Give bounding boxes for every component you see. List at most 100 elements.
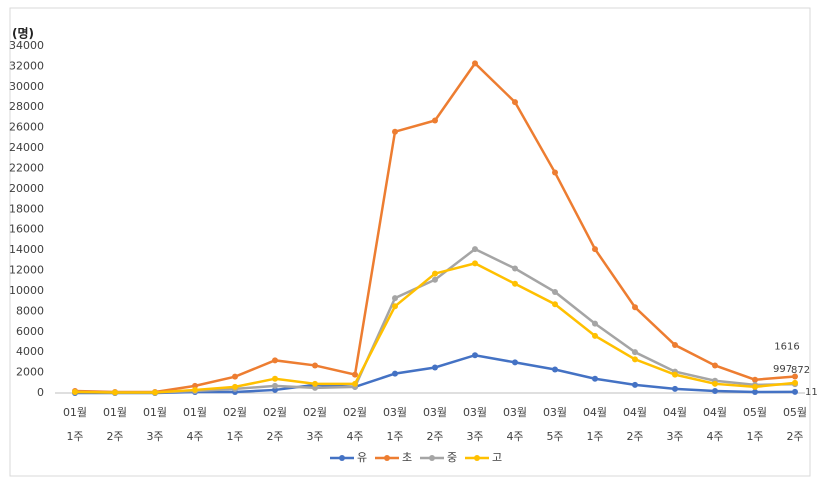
legend-marker <box>339 455 345 461</box>
point-marker <box>672 342 678 349</box>
point-marker <box>552 366 558 373</box>
point-marker <box>672 371 678 378</box>
data-label: 1616 <box>774 342 799 353</box>
point-marker <box>272 357 278 364</box>
point-marker <box>272 382 278 389</box>
point-marker <box>392 370 398 377</box>
x-tick-label: 2주 <box>626 430 643 443</box>
point-marker <box>592 246 598 253</box>
point-marker <box>232 373 238 380</box>
point-marker <box>632 356 638 363</box>
point-marker <box>432 270 438 277</box>
point-marker <box>432 276 438 283</box>
point-marker <box>472 260 478 267</box>
x-tick-label: 02월 <box>263 406 287 419</box>
x-tick-label: 2주 <box>786 430 803 443</box>
x-tick-label: 1주 <box>66 430 83 443</box>
x-tick-label: 2주 <box>426 430 443 443</box>
point-marker <box>312 380 318 387</box>
y-tick-label: 8000 <box>16 304 44 317</box>
x-tick-label: 04월 <box>703 406 727 419</box>
point-marker <box>152 389 158 396</box>
y-tick-label: 26000 <box>9 121 44 134</box>
x-tick-label: 03월 <box>543 406 567 419</box>
x-tick-label: 05월 <box>743 406 767 419</box>
legend-label: 초 <box>402 451 412 464</box>
x-tick-label: 3주 <box>306 430 323 443</box>
point-marker <box>512 359 518 366</box>
point-marker <box>592 320 598 327</box>
x-tick-label: 4주 <box>506 430 523 443</box>
point-marker <box>632 304 638 311</box>
point-marker <box>72 388 78 395</box>
x-tick-label: 03월 <box>503 406 527 419</box>
x-tick-label: 03월 <box>383 406 407 419</box>
x-tick-label: 4주 <box>706 430 723 443</box>
y-tick-label: 24000 <box>9 141 44 154</box>
point-marker <box>232 383 238 390</box>
data-label: 997 <box>773 364 792 375</box>
point-marker <box>752 388 758 395</box>
x-tick-label: 2주 <box>106 430 123 443</box>
point-marker <box>472 352 478 359</box>
point-marker <box>792 379 798 386</box>
y-tick-label: 18000 <box>9 202 44 215</box>
y-axis-label: (명) <box>12 27 34 41</box>
point-marker <box>432 364 438 371</box>
x-tick-label: 01월 <box>103 406 127 419</box>
x-tick-label: 03월 <box>423 406 447 419</box>
point-marker <box>712 387 718 394</box>
y-tick-label: 0 <box>37 386 44 399</box>
legend-marker <box>474 455 480 461</box>
y-tick-label: 20000 <box>9 182 44 195</box>
point-marker <box>352 380 358 387</box>
x-tick-label: 4주 <box>186 430 203 443</box>
legend-label: 고 <box>492 451 502 464</box>
point-marker <box>432 117 438 124</box>
x-tick-label: 01월 <box>63 406 87 419</box>
legend-marker <box>429 455 435 461</box>
x-tick-label: 01월 <box>183 406 207 419</box>
point-marker <box>472 246 478 253</box>
data-label: 872 <box>791 365 810 376</box>
x-tick-label: 01월 <box>143 406 167 419</box>
y-tick-label: 2000 <box>16 366 44 379</box>
y-tick-label: 34000 <box>9 39 44 52</box>
point-marker <box>512 280 518 287</box>
point-marker <box>632 349 638 356</box>
legend-marker <box>384 455 390 461</box>
y-tick-label: 10000 <box>9 284 44 297</box>
x-tick-label: 04월 <box>583 406 607 419</box>
x-tick-label: 1주 <box>586 430 603 443</box>
y-tick-label: 14000 <box>9 243 44 256</box>
x-tick-label: 4주 <box>346 430 363 443</box>
y-tick-label: 28000 <box>9 100 44 113</box>
point-marker <box>392 295 398 302</box>
point-marker <box>192 386 198 393</box>
x-tick-label: 03월 <box>463 406 487 419</box>
x-tick-label: 02월 <box>223 406 247 419</box>
point-marker <box>672 385 678 392</box>
point-marker <box>592 332 598 339</box>
x-tick-label: 1주 <box>746 430 763 443</box>
point-marker <box>552 301 558 308</box>
y-tick-label: 22000 <box>9 161 44 174</box>
y-tick-label: 30000 <box>9 80 44 93</box>
legend-label: 유 <box>357 451 367 464</box>
x-tick-label: 04월 <box>663 406 687 419</box>
x-tick-label: 3주 <box>466 430 483 443</box>
y-tick-label: 4000 <box>16 345 44 358</box>
point-marker <box>752 376 758 383</box>
x-tick-label: 04월 <box>623 406 647 419</box>
y-tick-label: 12000 <box>9 264 44 277</box>
point-marker <box>632 381 638 388</box>
point-marker <box>552 288 558 295</box>
point-marker <box>792 388 798 395</box>
point-marker <box>512 99 518 106</box>
y-tick-label: 32000 <box>9 59 44 72</box>
point-marker <box>112 389 118 396</box>
x-tick-label: 3주 <box>146 430 163 443</box>
x-tick-label: 02월 <box>343 406 367 419</box>
point-marker <box>352 371 358 378</box>
point-marker <box>752 383 758 390</box>
